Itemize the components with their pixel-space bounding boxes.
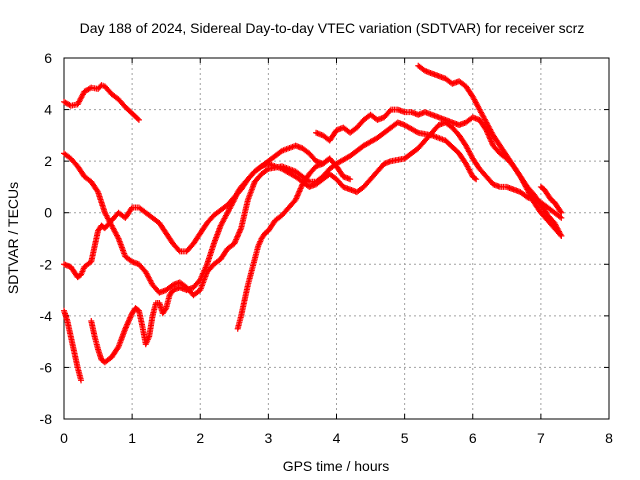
data-point [556,213,563,220]
y-tick-label: 6 [44,50,52,66]
data-point [472,175,479,182]
series-track-3 [61,119,565,281]
series-track-6 [234,155,354,332]
data-point [347,176,354,183]
x-tick-label: 0 [60,430,68,446]
x-tick-label: 5 [401,430,409,446]
x-tick-label: 4 [333,430,341,446]
x-tick-label: 6 [469,430,477,446]
series-track-8 [415,62,565,239]
data-point [264,166,271,173]
data-point [78,377,85,384]
x-tick-label: 1 [128,430,136,446]
y-axis-label: SDTVAR / TECUs [5,182,21,294]
data-point [135,116,142,123]
axis-ticks: 0 1 2 3 4 5 6 7 8 -8 -6 -4 -2 0 2 4 6 [40,50,614,446]
data-point [558,214,565,221]
y-tick-label: -4 [40,308,53,324]
y-tick-label: -8 [40,411,53,427]
series-track-9 [537,183,565,216]
data-point [94,187,101,194]
series-track-1 [61,82,142,123]
data-point [558,232,565,239]
data-point [413,129,420,136]
y-tick-label: 2 [44,153,52,169]
x-axis-label: GPS time / hours [283,458,390,474]
grid [64,58,609,419]
data-point [557,208,564,215]
data-point [134,115,141,122]
y-tick-label: 4 [44,102,52,118]
data-point [473,176,480,183]
data-point [557,231,564,238]
y-tick-label: -6 [40,359,53,375]
series-track-4 [88,142,333,366]
series-layer [61,62,565,384]
x-tick-label: 7 [537,430,545,446]
x-tick-label: 2 [196,430,204,446]
y-tick-label: -2 [40,256,53,272]
x-tick-label: 3 [264,430,272,446]
x-tick-label: 8 [605,430,613,446]
series-track-5 [61,307,85,384]
data-point [386,107,393,114]
data-point [175,247,182,254]
data-point [558,209,565,216]
chart-title: Day 188 of 2024, Sidereal Day-to-day VTE… [80,20,585,36]
y-tick-label: 0 [44,205,52,221]
data-point [162,306,169,313]
